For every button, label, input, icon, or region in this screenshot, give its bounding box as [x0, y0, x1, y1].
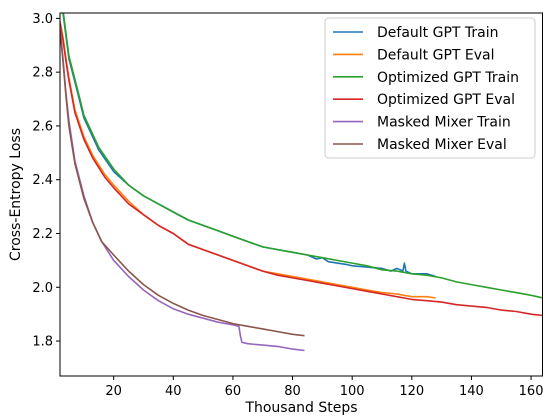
- x-tick-label: 60: [225, 384, 242, 399]
- x-tick-label: 160: [519, 384, 543, 399]
- legend-label: Optimized GPT Train: [377, 70, 519, 86]
- legend-label: Masked Mixer Eval: [377, 137, 507, 153]
- y-tick-label: 2.6: [32, 119, 53, 134]
- legend-label: Default GPT Train: [377, 25, 499, 41]
- y-tick-label: 2.0: [32, 281, 53, 296]
- y-tick-label: 1.8: [32, 335, 53, 350]
- x-tick-label: 140: [459, 384, 484, 399]
- legend-label: Masked Mixer Train: [377, 115, 511, 131]
- series-line-6: [60, 29, 305, 337]
- x-tick-label: 100: [340, 384, 365, 399]
- y-tick-label: 2.4: [32, 173, 53, 188]
- legend-label: Default GPT Eval: [377, 47, 495, 63]
- series-line-3: [62, 13, 543, 299]
- y-tick-label: 2.8: [32, 66, 53, 81]
- y-axis-label: Cross-Entropy Loss: [8, 128, 24, 261]
- x-tick-label: 20: [105, 384, 122, 399]
- series-line-4: [60, 23, 543, 317]
- y-tick-label: 2.2: [32, 227, 53, 242]
- y-tick-label: 3.0: [32, 12, 53, 27]
- axes-layer: 20 40 60 80 100 120 140 160 1.8 2.0 2.2 2.4 2.6 2.8 3.…: [32, 12, 543, 399]
- x-tick-label: 80: [284, 384, 301, 399]
- x-axis-label: Thousand Steps: [244, 400, 357, 416]
- legend-label: Optimized GPT Eval: [377, 92, 515, 108]
- x-tick-label: 120: [399, 384, 424, 399]
- legend-box: [324, 17, 536, 159]
- legend: Default GPT Train Default GPT Eval Optimiz…: [324, 17, 536, 159]
- x-tick-label: 40: [165, 384, 182, 399]
- series-layer: [60, 13, 543, 352]
